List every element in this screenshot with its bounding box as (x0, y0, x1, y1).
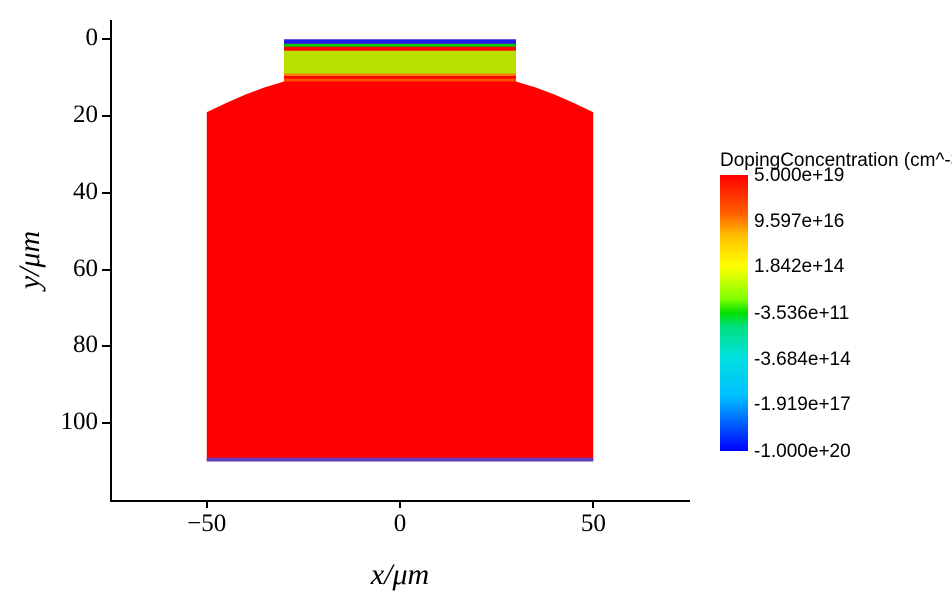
figure: y/μm x/μm −50050020406080100 DopingConce… (0, 0, 952, 611)
layer-top-red-thin (284, 47, 516, 51)
x-tick (206, 500, 208, 508)
x-axis-label-unit: /μm (384, 558, 429, 591)
legend-label: -3.536e+11 (754, 303, 849, 325)
x-tick-label: 50 (553, 510, 633, 538)
y-tick (102, 345, 110, 347)
legend-label: 1.842e+14 (754, 256, 844, 278)
layer-orange-thin (284, 74, 516, 76)
bottom-stripe (207, 458, 594, 462)
plot-area (110, 20, 690, 500)
y-tick-label: 60 (73, 255, 98, 283)
y-tick (102, 422, 110, 424)
y-tick-label: 20 (73, 101, 98, 129)
y-axis-label-var: y (13, 276, 46, 289)
y-tick-label: 40 (73, 178, 98, 206)
x-axis-label: x/μm (110, 558, 690, 592)
y-axis-line (110, 20, 112, 502)
legend-label: -1.919e+17 (754, 394, 851, 416)
y-tick-label: 100 (61, 408, 99, 436)
y-tick-label: 80 (73, 331, 98, 359)
y-axis-label: y/μm (10, 0, 50, 520)
legend-label: -3.684e+14 (754, 349, 851, 371)
x-tick (592, 500, 594, 508)
y-axis-label-unit: /μm (13, 231, 46, 276)
x-tick-label: 0 (360, 510, 440, 538)
y-tick-label: 0 (86, 24, 99, 52)
x-tick-label: −50 (167, 510, 247, 538)
layer-top-blue (284, 39, 516, 44)
y-tick (102, 192, 110, 194)
device-body (207, 39, 594, 461)
layer-red-thin2 (284, 76, 516, 79)
legend-label: -1.000e+20 (754, 441, 851, 463)
x-axis-label-var: x (371, 558, 384, 591)
y-tick (102, 115, 110, 117)
device-svg (110, 20, 690, 500)
legend-colorbar (720, 175, 748, 451)
x-tick (399, 500, 401, 508)
layer-orange-thin2 (284, 79, 516, 82)
y-tick (102, 269, 110, 271)
legend-label: 5.000e+19 (754, 165, 844, 187)
layer-top-green (284, 44, 516, 47)
layer-yellow-green (284, 51, 516, 74)
legend-label: 9.597e+16 (754, 211, 844, 233)
y-tick (102, 38, 110, 40)
